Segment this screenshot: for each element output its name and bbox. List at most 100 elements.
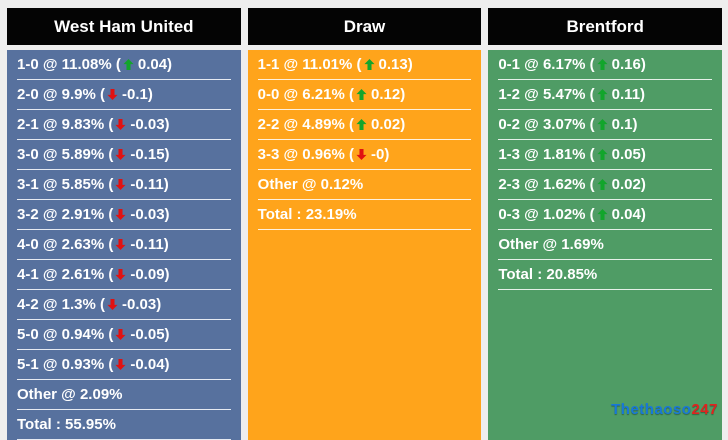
down-arrow-icon xyxy=(115,119,126,130)
score-row-5-1: 5-1 @ 0.93% ( -0.04) xyxy=(17,350,231,380)
watermark-text-primary: Thethaoso xyxy=(611,401,692,418)
change-value: 0.16) xyxy=(611,56,646,73)
score-label: Other @ 2.09% xyxy=(17,386,123,403)
column-panel: 0-1 @ 6.17% ( 0.16) 1-2 @ 5.47% ( 0.11) 0-2 … xyxy=(488,50,722,440)
score-row-2-3: 2-3 @ 1.62% (0.02) xyxy=(498,170,712,200)
down-arrow-icon xyxy=(115,329,126,340)
change-value: 0.02) xyxy=(371,116,406,133)
column-draw: Draw 1-1 @ 11.01% ( 0.13) 0-0 @ 6.21% ( 0.1… xyxy=(247,8,482,440)
change-value: -0.05) xyxy=(130,326,170,343)
score-label: 2-2 @ 4.89% ( xyxy=(257,116,354,133)
score-row-0-0: 0-0 @ 6.21% ( 0.12) xyxy=(257,80,472,110)
score-row-1-3: 1-3 @ 1.81% ( 0.05) xyxy=(498,140,712,170)
score-label: 3-3 @ 0.96% ( xyxy=(257,146,354,163)
down-arrow-icon xyxy=(356,149,367,160)
change-value: -0.04) xyxy=(130,356,170,373)
column-header: West Ham United xyxy=(7,8,241,45)
up-arrow-icon xyxy=(123,59,134,70)
score-label: 2-1 @ 9.83% ( xyxy=(17,116,114,133)
column-brentford: Brentford 0-1 @ 6.17% ( 0.16) 1-2 @ 5.47% … xyxy=(488,8,722,440)
up-arrow-icon xyxy=(363,59,375,70)
score-label: Total : 20.85% xyxy=(498,266,598,283)
down-arrow-icon xyxy=(107,89,118,100)
score-row-3-3: 3-3 @ 0.96% ( -0) xyxy=(257,140,472,170)
change-value: -0.11) xyxy=(130,236,169,253)
score-label: 3-1 @ 5.85% ( xyxy=(17,176,114,193)
score-row-0-2: 0-2 @ 3.07% (0.1) xyxy=(498,110,712,140)
change-value: 0.04) xyxy=(137,56,173,73)
score-row-2-1: 2-1 @ 9.83% ( -0.03) xyxy=(17,110,231,140)
score-label: Other @ 0.12% xyxy=(257,176,364,193)
score-row-0-1: 0-1 @ 6.17% ( 0.16) xyxy=(498,50,712,80)
score-row-4-1: 4-1 @ 2.61% ( -0.09) xyxy=(17,260,231,290)
score-row-total: Total : 20.85% xyxy=(498,260,712,290)
change-value: 0.02) xyxy=(611,176,646,193)
change-value: 0.11) xyxy=(611,86,646,103)
watermark-text-secondary: 247 xyxy=(691,401,718,418)
down-arrow-icon xyxy=(115,209,126,220)
score-row-total: Total : 23.19% xyxy=(257,200,472,230)
down-arrow-icon xyxy=(115,239,126,250)
score-row-1-0: 1-0 @ 11.08% (0.04) xyxy=(17,50,231,80)
change-value: 0.04) xyxy=(611,206,646,223)
column-panel: 1-1 @ 11.01% ( 0.13) 0-0 @ 6.21% ( 0.12) 2-2… xyxy=(247,50,482,440)
score-label: 4-2 @ 1.3% ( xyxy=(17,296,105,313)
score-label: Other @ 1.69% xyxy=(498,236,604,253)
change-value: -0.09) xyxy=(130,266,170,283)
down-arrow-icon xyxy=(115,149,126,160)
change-value: -0.11) xyxy=(130,176,169,193)
change-value: -0.03) xyxy=(122,296,162,313)
score-label: 2-0 @ 9.9% ( xyxy=(17,86,105,103)
column-header: Draw xyxy=(247,8,482,45)
score-label: Total : 55.95% xyxy=(17,416,116,433)
change-value: -0.1) xyxy=(122,86,153,103)
score-row-5-0: 5-0 @ 0.94% ( -0.05) xyxy=(17,320,231,350)
score-label: 4-0 @ 2.63% ( xyxy=(17,236,114,253)
change-value: 0.05) xyxy=(611,146,646,163)
change-value: 0.12) xyxy=(371,86,406,103)
up-arrow-icon xyxy=(597,179,608,190)
score-label: 4-1 @ 2.61% ( xyxy=(17,266,114,283)
score-label: 1-1 @ 11.01% ( xyxy=(257,56,362,73)
score-row-1-1: 1-1 @ 11.01% ( 0.13) xyxy=(257,50,472,80)
up-arrow-icon xyxy=(597,149,608,160)
score-row-3-1: 3-1 @ 5.85% ( -0.11) xyxy=(17,170,231,200)
score-row-0-3: 0-3 @ 1.02% ( 0.04) xyxy=(498,200,712,230)
score-label: 5-0 @ 0.94% ( xyxy=(17,326,114,343)
score-row-1-2: 1-2 @ 5.47% ( 0.11) xyxy=(498,80,712,110)
up-arrow-icon xyxy=(597,209,608,220)
score-row-2-0: 2-0 @ 9.9% ( -0.1) xyxy=(17,80,231,110)
score-row-other: Other @ 0.12% xyxy=(257,170,472,200)
score-label: 0-2 @ 3.07% ( xyxy=(498,116,595,133)
score-label: 0-3 @ 1.02% ( xyxy=(498,206,595,223)
score-row-other: Other @ 1.69% xyxy=(498,230,712,260)
score-label: 1-3 @ 1.81% ( xyxy=(498,146,595,163)
score-label: 0-1 @ 6.17% ( xyxy=(498,56,595,73)
up-arrow-icon xyxy=(597,89,608,100)
change-value: -0) xyxy=(371,146,390,163)
score-row-other: Other @ 2.09% xyxy=(17,380,231,410)
score-row-2-2: 2-2 @ 4.89% ( 0.02) xyxy=(257,110,472,140)
up-arrow-icon xyxy=(597,119,608,130)
column-panel: 1-0 @ 11.08% (0.04) 2-0 @ 9.9% ( -0.1) 2-1 … xyxy=(7,50,241,440)
watermark-logo: Thethaoso247 xyxy=(611,401,718,418)
up-arrow-icon xyxy=(356,89,367,100)
score-row-4-0: 4-0 @ 2.63% ( -0.11) xyxy=(17,230,231,260)
score-label: 3-2 @ 2.91% ( xyxy=(17,206,114,223)
down-arrow-icon xyxy=(115,179,126,190)
down-arrow-icon xyxy=(107,299,118,310)
score-label: 5-1 @ 0.93% ( xyxy=(17,356,114,373)
column-west-ham-united: West Ham United 1-0 @ 11.08% (0.04) 2-0 @… xyxy=(7,8,241,440)
change-value: -0.03) xyxy=(130,116,170,133)
change-value: -0.15) xyxy=(130,146,170,163)
change-value: -0.03) xyxy=(130,206,170,223)
down-arrow-icon xyxy=(115,269,126,280)
up-arrow-icon xyxy=(356,119,367,130)
score-row-3-2: 3-2 @ 2.91% ( -0.03) xyxy=(17,200,231,230)
up-arrow-icon xyxy=(597,59,608,70)
column-header: Brentford xyxy=(488,8,722,45)
score-label: 1-2 @ 5.47% ( xyxy=(498,86,595,103)
score-row-3-0: 3-0 @ 5.89% (-0.15) xyxy=(17,140,231,170)
change-value: 0.13) xyxy=(378,56,413,73)
score-label: 0-0 @ 6.21% ( xyxy=(257,86,354,103)
